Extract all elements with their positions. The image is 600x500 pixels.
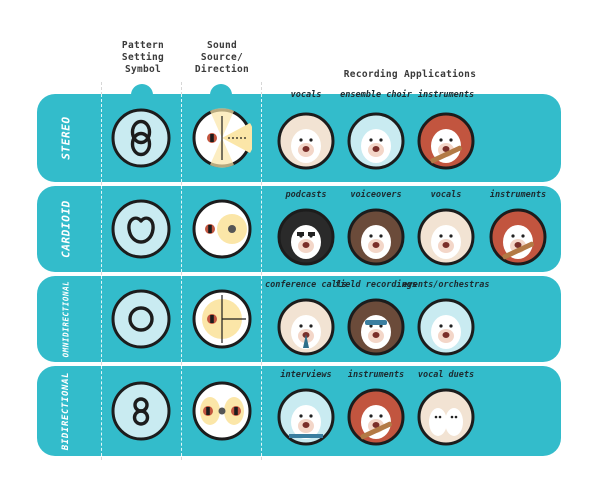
pattern-row-omnidirectional: OMNIDIRECTIONAL conference calls field r…	[37, 276, 561, 362]
row-divider	[101, 94, 102, 182]
yeti-vocals-cream-icon	[417, 208, 475, 270]
sound-header-line-2: Source/	[200, 52, 244, 63]
yeti-voiceover-brown-icon	[347, 208, 405, 270]
sound-direction-icon	[192, 289, 252, 353]
sound-direction-icon	[192, 381, 252, 445]
applications-header: Recording Applications	[320, 69, 500, 81]
row-label: CARDIOID	[37, 186, 95, 272]
row-label: BIDIRECTIONAL	[37, 366, 95, 456]
row-divider	[261, 366, 262, 456]
yeti-field-brown-icon	[347, 298, 405, 360]
application-label: instruments	[489, 190, 547, 200]
bidirectional-icon	[111, 381, 171, 445]
cardioid-icon	[111, 199, 171, 263]
row-label-text: STEREO	[59, 116, 73, 160]
stereo-icon	[111, 108, 171, 172]
yeti-interview-lightblue-icon	[277, 388, 335, 450]
pattern-row-stereo: STEREO vocals ensemble choir	[37, 90, 561, 182]
sound-header-line-3: Direction	[194, 64, 250, 75]
sound-header: Sound Source/ Direction	[186, 40, 258, 76]
row-divider	[181, 276, 182, 362]
application-label: vocal duets	[417, 370, 475, 380]
yeti-vocals-cream-icon	[277, 112, 335, 174]
application-label: vocals	[290, 90, 322, 100]
applications-header-text: Recording Applications	[343, 69, 477, 80]
row-divider	[181, 186, 182, 272]
yeti-guitar-red-icon	[489, 208, 547, 270]
pattern-header: Pattern Setting Symbol	[112, 40, 174, 76]
sound-header-line-1: Sound	[206, 40, 238, 51]
pattern-tab	[131, 84, 153, 96]
application-label: voiceovers	[350, 190, 402, 200]
row-divider	[101, 186, 102, 272]
pattern-row-cardioid: CARDIOID podcasts voiceovers vocals	[37, 186, 561, 272]
row-divider	[181, 94, 182, 182]
row-divider	[181, 366, 182, 456]
sound-direction-icon	[192, 199, 252, 263]
omni-icon	[111, 289, 171, 353]
application-label: field recordings	[335, 280, 417, 290]
yeti-podcast-dark-icon	[277, 208, 335, 270]
sound-tab	[210, 84, 232, 96]
application-label: instruments	[347, 370, 405, 380]
yeti-choir-lightblue-icon	[347, 112, 405, 174]
yeti-guitar-red-icon	[417, 112, 475, 174]
row-divider	[261, 186, 262, 272]
yeti-duet-cream-icon	[417, 388, 475, 450]
row-label: STEREO	[37, 94, 95, 182]
application-label: interviews	[280, 370, 332, 380]
application-label: conference calls	[265, 280, 347, 290]
row-label-text: BIDIRECTIONAL	[61, 371, 71, 451]
row-divider	[101, 276, 102, 362]
yeti-guitar-red-icon	[347, 388, 405, 450]
row-divider	[101, 366, 102, 456]
pattern-header-line-3: Symbol	[124, 64, 162, 75]
pattern-header-line-2: Setting	[121, 52, 165, 63]
application-label: events/orchestras	[402, 280, 490, 290]
application-label: instruments	[417, 90, 475, 100]
yeti-conference-cream-icon	[277, 298, 335, 360]
sound-direction-icon	[192, 108, 255, 172]
row-label-text: CARDIOID	[59, 200, 73, 258]
pattern-header-line-1: Pattern	[121, 40, 165, 51]
row-label: OMNIDIRECTIONAL	[37, 276, 95, 362]
yeti-events-lightblue-icon	[417, 298, 475, 360]
row-divider	[261, 94, 262, 182]
pattern-row-bidirectional: BIDIRECTIONAL interviews instruments	[37, 366, 561, 456]
application-label: ensemble choir	[340, 90, 412, 100]
application-label: podcasts	[285, 190, 327, 200]
application-label: vocals	[430, 190, 462, 200]
row-divider	[261, 276, 262, 362]
row-label-text: OMNIDIRECTIONAL	[61, 280, 71, 358]
